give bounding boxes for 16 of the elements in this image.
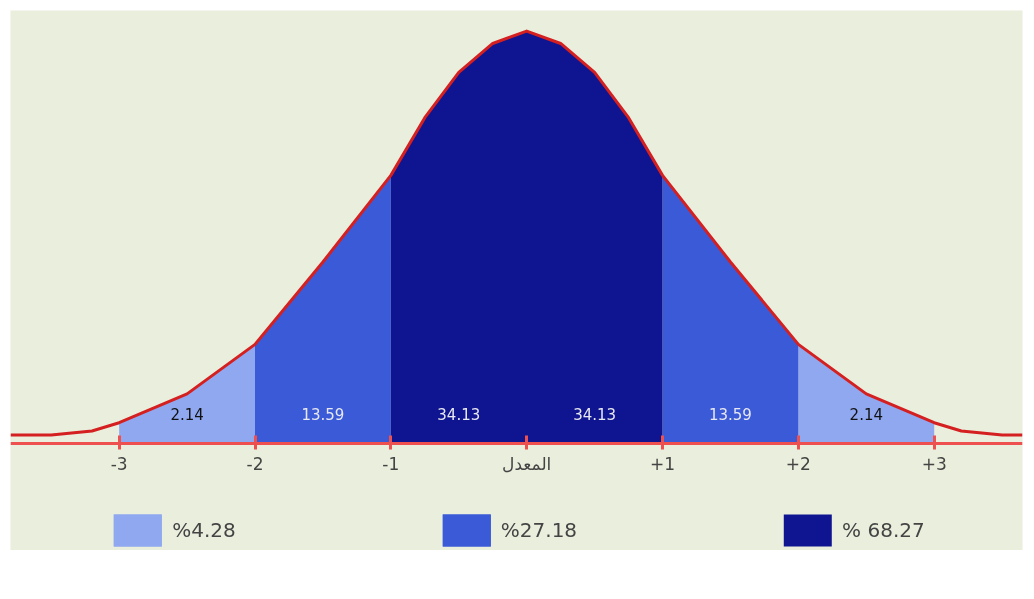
x-tick-label: +2 — [785, 454, 811, 475]
x-tick-label: +1 — [650, 454, 676, 475]
annotation: 13.59 — [708, 406, 752, 425]
annotation: 34.13 — [573, 406, 617, 425]
x-tick-label: -1 — [382, 454, 400, 475]
annotation: 2.14 — [849, 406, 883, 425]
legend-label: %4.28 — [172, 518, 236, 542]
x-tick-label: المعدل — [502, 454, 552, 475]
x-tick-label: -2 — [246, 454, 264, 475]
annotation: 34.13 — [437, 406, 481, 425]
x-tick-label: +3 — [921, 454, 947, 475]
legend-label: % 68.27 — [842, 518, 925, 542]
legend-label: %27.18 — [500, 518, 578, 542]
annotation: 13.59 — [301, 406, 345, 425]
annotation: 2.14 — [170, 406, 204, 425]
x-tick-label: -3 — [110, 454, 128, 475]
